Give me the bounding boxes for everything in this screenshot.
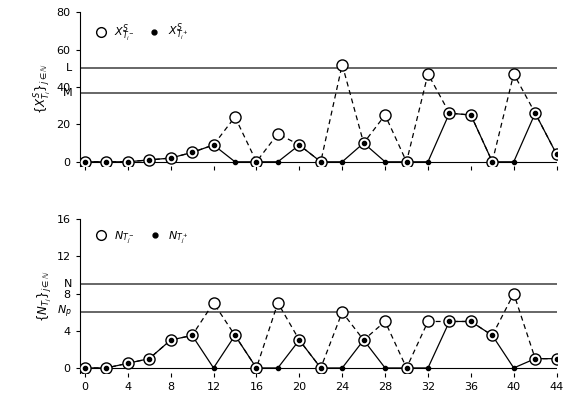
Y-axis label: $\{N_{T_j}\}_{j \in \mathbb{N}}$: $\{N_{T_j}\}_{j \in \mathbb{N}}$ [35,270,53,322]
Legend: $X^S_{T_i^-}$, $X^S_{T_i^+}$: $X^S_{T_i^-}$, $X^S_{T_i^+}$ [85,18,193,49]
Legend: $N_{T_j^-}$, $N_{T_j^+}$: $N_{T_j^-}$, $N_{T_j^+}$ [85,225,193,251]
Y-axis label: $\{X^S_{T_i}\}_{j \in \mathbb{N}}$: $\{X^S_{T_i}\}_{j \in \mathbb{N}}$ [32,63,53,115]
Text: N: N [64,279,72,289]
Text: M: M [62,87,72,98]
Text: $N_p$: $N_p$ [57,304,72,320]
Text: L: L [66,63,72,73]
